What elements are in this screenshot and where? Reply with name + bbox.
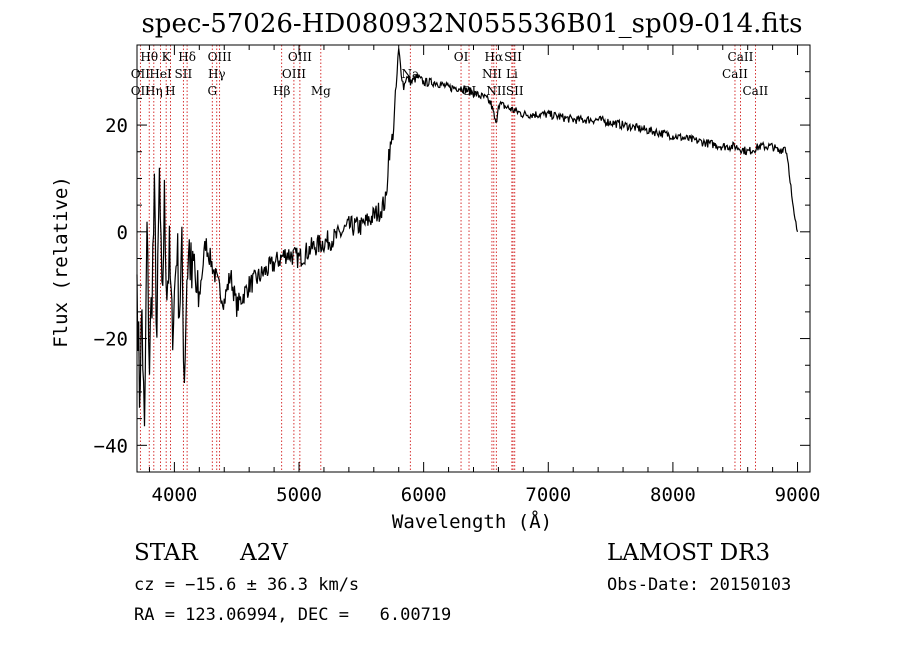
marker-label: Li — [506, 67, 518, 81]
marker-label: Hθ — [140, 50, 158, 64]
plot-frame — [136, 44, 811, 473]
marker-label: Hγ — [208, 67, 226, 81]
y-tick-label: 0 — [117, 222, 128, 244]
x-tick-label: 5000 — [276, 484, 322, 506]
marker-label: Mg — [311, 84, 331, 98]
x-tick-label: 4000 — [152, 484, 198, 506]
marker-label: G — [207, 84, 217, 98]
marker-label: CaII — [728, 50, 754, 64]
marker-label: Hδ — [178, 50, 196, 64]
x-tick-label: 9000 — [775, 484, 821, 506]
marker-label: CaII — [742, 84, 768, 98]
x-tick-label: 7000 — [525, 484, 571, 506]
x-tick-label: 6000 — [401, 484, 447, 506]
marker-label: K — [162, 50, 172, 64]
line-markers — [139, 45, 756, 472]
spectral-class: A2V — [239, 540, 288, 566]
marker-label: Hη — [145, 84, 163, 98]
marker-label: OII — [131, 84, 151, 98]
marker-label: NII — [486, 84, 506, 98]
object-type: STAR — [134, 540, 198, 566]
marker-label: CaII — [722, 67, 748, 81]
y-tick-label: 20 — [105, 115, 128, 137]
obs-date: Obs-Date: 20150103 — [607, 575, 791, 595]
coordinates: RA = 123.06994, DEC = 6.00719 — [134, 605, 451, 625]
survey-name: LAMOST DR3 — [607, 540, 770, 566]
marker-label: OIII — [282, 67, 306, 81]
marker-label: SII — [175, 67, 193, 81]
marker-label: NII — [482, 67, 502, 81]
spectrum-line — [136, 48, 799, 427]
chart-title: spec-57026-HD080932N055536B01_sp09-014.f… — [141, 9, 802, 39]
marker-label: SII — [504, 50, 522, 64]
marker-label: Hα — [485, 50, 504, 64]
marker-label: OII — [131, 67, 151, 81]
y-tick-label: −40 — [94, 435, 128, 457]
marker-label: OI — [454, 50, 469, 64]
marker-label: SII — [506, 84, 524, 98]
marker-label: OIII — [288, 50, 312, 64]
marker-label: OIII — [208, 50, 232, 64]
x-axis: 4000 5000 6000 7000 8000 9000 — [148, 45, 821, 506]
marker-label: HeI — [149, 67, 172, 81]
y-tick-label: −20 — [94, 329, 128, 351]
x-axis-label: Wavelength (Å) — [392, 510, 552, 533]
y-axis: −40 −20 0 20 — [94, 44, 810, 473]
marker-label: Hβ — [273, 84, 290, 98]
cz-value: cz = −15.6 ± 36.3 km/s — [134, 575, 359, 595]
marker-label: H — [165, 84, 175, 98]
y-axis-label: Flux (relative) — [50, 176, 72, 348]
x-tick-label: 8000 — [650, 484, 696, 506]
